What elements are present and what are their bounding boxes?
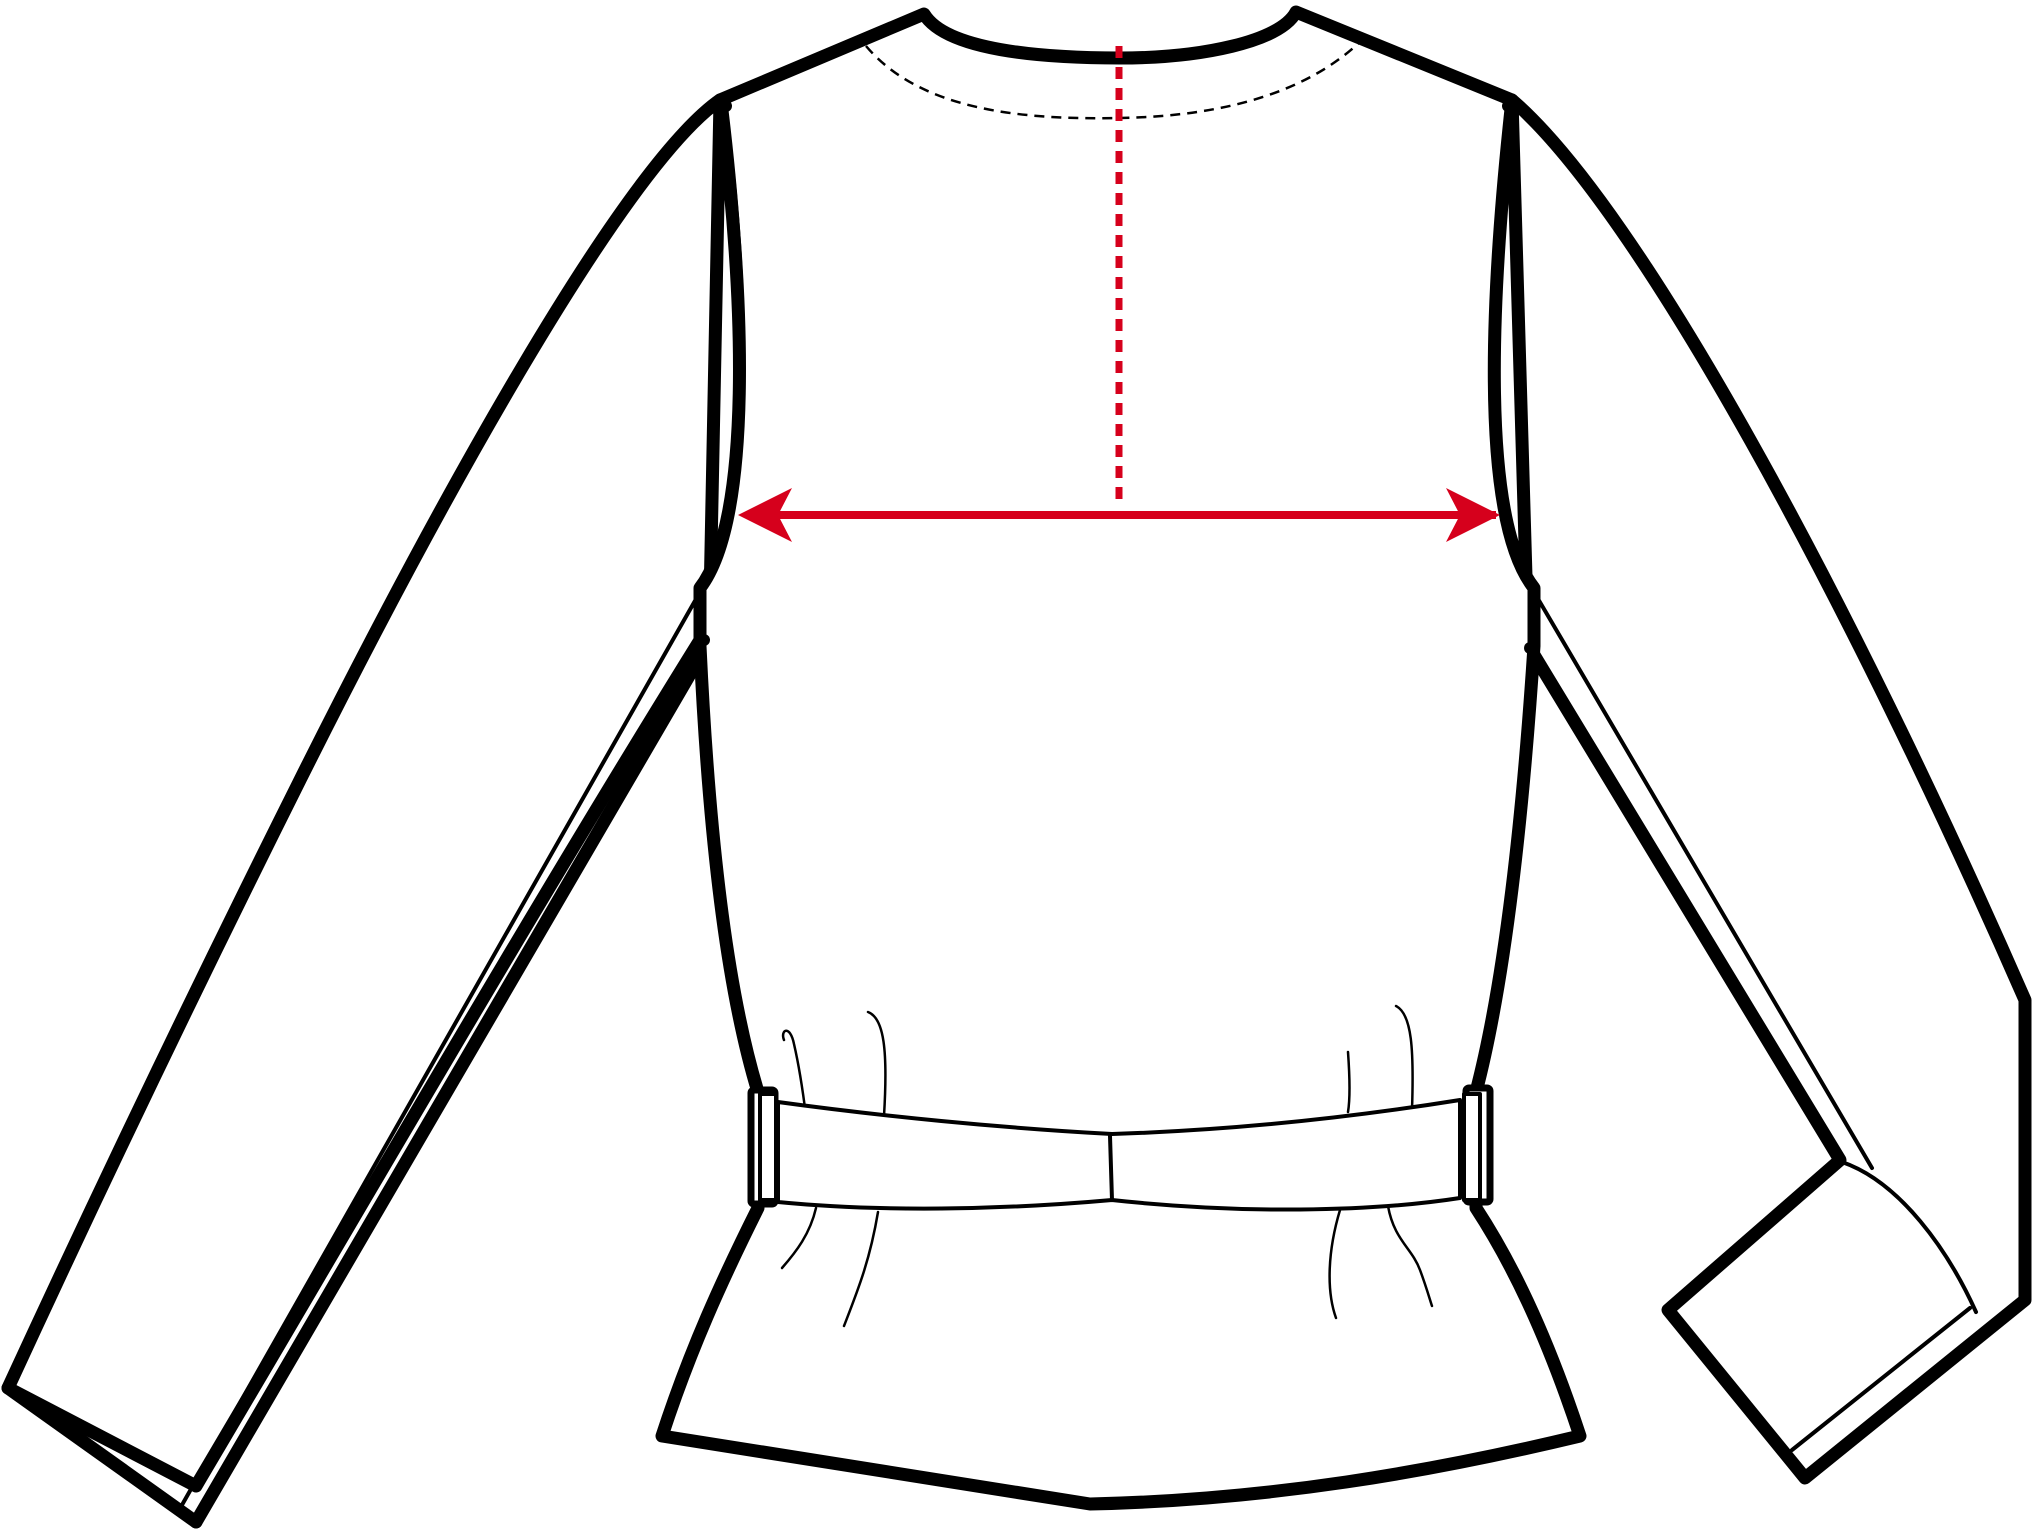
belt: [747, 1084, 1494, 1212]
right-sleeve: [1505, 93, 2032, 1485]
left-belt-loop: [747, 1086, 779, 1208]
left-sleeve: [1, 93, 727, 1529]
right-cuff: [1790, 1160, 1978, 1452]
chest-measure-arrow: [738, 488, 1500, 542]
gathers: [780, 1004, 1434, 1328]
jacket-body: [655, 5, 1587, 1511]
seam-points: [3, 7, 2030, 1527]
right-belt-loop: [1462, 1084, 1494, 1206]
